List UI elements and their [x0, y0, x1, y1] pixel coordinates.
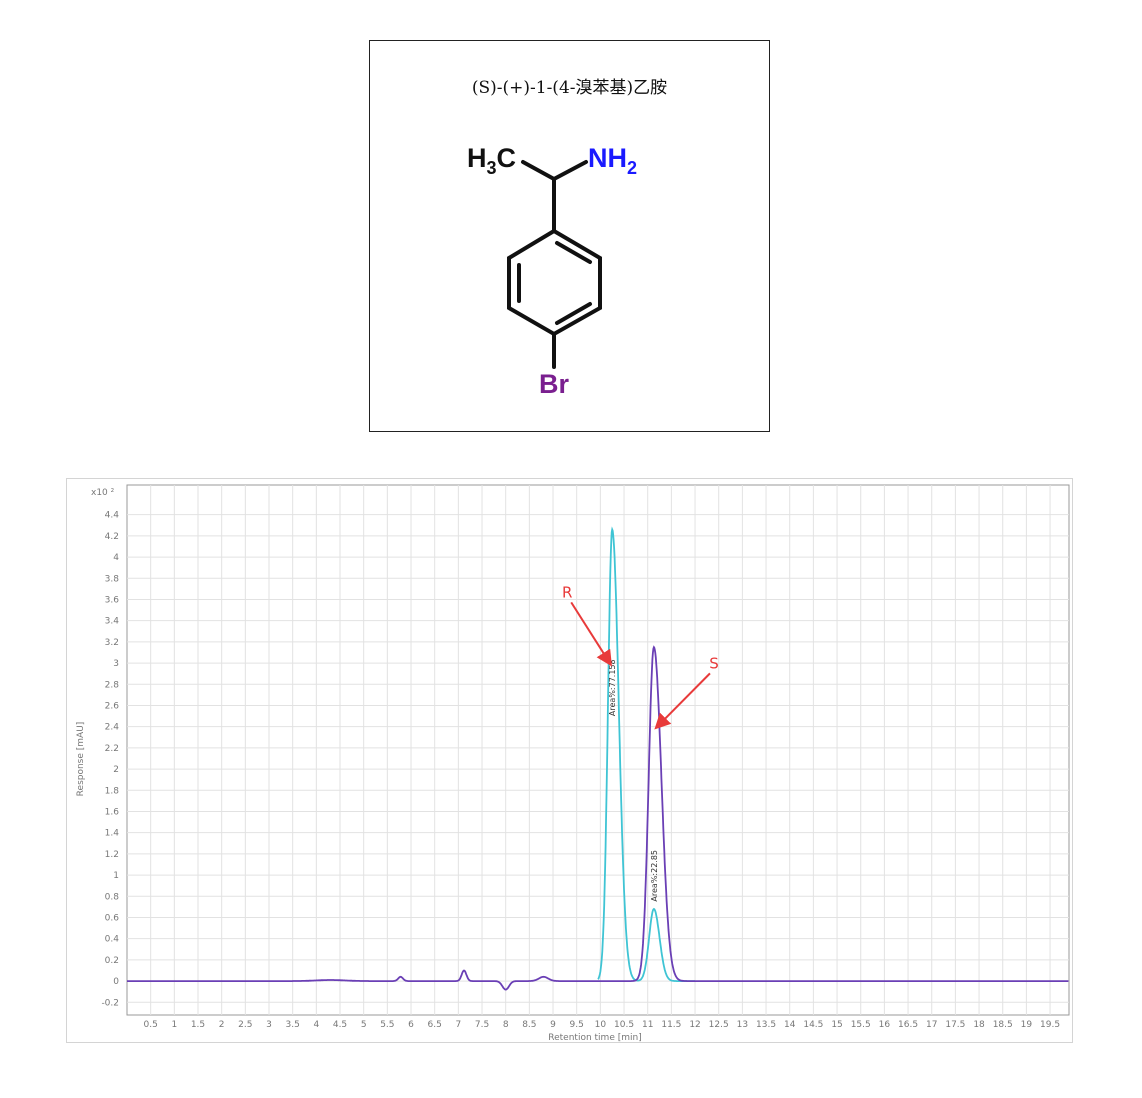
y-tick-label: 1.2 — [105, 850, 119, 860]
y-tick-label: 3 — [113, 659, 119, 669]
x-tick-label: 14 — [784, 1020, 796, 1030]
y-tick-label: 1.8 — [105, 786, 120, 796]
y-tick-label: -0.2 — [101, 998, 119, 1008]
x-tick-label: 10 — [595, 1020, 607, 1030]
molecule-box: (S)-(+)-1-(4-溴苯基)乙胺 H3C NH2 Br — [369, 40, 770, 432]
y-tick-label: 3.6 — [105, 595, 120, 605]
x-tick-label: 15.5 — [851, 1020, 871, 1030]
y-tick-label: 0.6 — [105, 913, 120, 923]
x-tick-label: 10.5 — [614, 1020, 634, 1030]
x-tick-label: 7.5 — [475, 1020, 489, 1030]
x-tick-label: 9.5 — [570, 1020, 584, 1030]
peak-area-label: Area%:22.85 — [650, 850, 659, 902]
x-axis-label: Retention time [min] — [548, 1033, 641, 1043]
x-tick-label: 17 — [926, 1020, 937, 1030]
y-multiplier: x10 ² — [91, 488, 115, 498]
x-tick-label: 4 — [313, 1020, 319, 1030]
y-tick-label: 4.2 — [105, 532, 119, 542]
y-tick-label: 3.8 — [105, 574, 120, 584]
x-tick-label: 1 — [171, 1020, 177, 1030]
y-tick-label: 2.8 — [105, 680, 120, 690]
traces — [127, 526, 1069, 991]
annotation-arrow-s — [654, 672, 711, 730]
x-tick-label: 13 — [737, 1020, 748, 1030]
x-tick-label: 6.5 — [428, 1020, 442, 1030]
x-tick-label: 2 — [219, 1020, 225, 1030]
x-tick-label: 12.5 — [709, 1020, 729, 1030]
x-tick-label: 5 — [361, 1020, 367, 1030]
amine-label: NH2 — [588, 143, 637, 178]
trace-series-1 — [597, 526, 695, 982]
plot-area — [126, 484, 1070, 1016]
y-tick-label: 3.2 — [105, 638, 119, 648]
y-axis-label: Response [mAU] — [76, 722, 86, 797]
y-tick-label: 0.2 — [105, 956, 119, 966]
x-tick-label: 17.5 — [945, 1020, 965, 1030]
x-tick-label: 15 — [831, 1020, 842, 1030]
annotation-arrow-r — [570, 601, 612, 667]
annotations: Area%:77.158 Area%:22.85 R S — [562, 583, 719, 901]
bond-amine — [552, 160, 588, 181]
x-tick-label: 4.5 — [333, 1020, 347, 1030]
x-tick-label: 3 — [266, 1020, 272, 1030]
annotation-r: R — [562, 583, 572, 601]
y-tick-label: 2.6 — [105, 701, 120, 711]
y-tick-label: 2.2 — [105, 744, 119, 754]
x-tick-label: 5.5 — [380, 1020, 394, 1030]
molecule-structure: H3C NH2 Br — [467, 143, 637, 399]
annotation-s: S — [709, 654, 719, 672]
x-tick-label: 1.5 — [191, 1020, 205, 1030]
chromatogram: 0.5 1 1.5 2 2.5 3 3.5 4 4.5 5 5.5 6 6.5 7 7.5 8 8.5 9 9.5 1… — [76, 484, 1070, 1043]
benzene-ring — [507, 228, 602, 337]
x-tick-label: 3.5 — [286, 1020, 300, 1030]
y-tick-label: 2.4 — [105, 723, 120, 733]
x-tick-label: 11 — [642, 1020, 653, 1030]
x-tick-label: 16 — [879, 1020, 891, 1030]
peak-area-label: Area%:77.158 — [608, 659, 617, 716]
bond-methyl — [521, 160, 556, 181]
x-tick-label: 18 — [973, 1020, 985, 1030]
x-tick-label: 13.5 — [756, 1020, 776, 1030]
x-tick-label: 11.5 — [661, 1020, 681, 1030]
chromatogram-frame: 0.5 1 1.5 2 2.5 3 3.5 4 4.5 5 5.5 6 6.5 7 7.5 8 8.5 9 9.5 1… — [66, 478, 1073, 1043]
trace-series-2 — [127, 645, 1069, 991]
y-tick-label: 2 — [113, 765, 119, 775]
y-tick-label: 0 — [113, 977, 119, 987]
compound-name: (S)-(+)-1-(4-溴苯基)乙胺 — [471, 78, 668, 98]
y-tick-label: 3.4 — [105, 617, 120, 627]
y-tick-label: 1 — [113, 871, 119, 881]
x-tick-label: 8.5 — [522, 1020, 536, 1030]
x-tick-label: 7 — [455, 1020, 461, 1030]
y-tick-label: 0.8 — [105, 892, 120, 902]
x-tick-label: 19.5 — [1040, 1020, 1060, 1030]
y-tick-label: 4.4 — [105, 511, 120, 521]
y-tick-label: 0.4 — [105, 935, 120, 945]
x-tick-label: 16.5 — [898, 1020, 918, 1030]
bromine-label: Br — [539, 369, 569, 399]
x-tick-label: 14.5 — [803, 1020, 823, 1030]
x-tick-label: 8 — [503, 1020, 509, 1030]
x-tick-label: 6 — [408, 1020, 414, 1030]
x-tick-label: 18.5 — [993, 1020, 1013, 1030]
y-tick-label: 4 — [113, 553, 119, 563]
x-tick-label: 2.5 — [238, 1020, 252, 1030]
grid — [126, 484, 1070, 1016]
x-tick-label: 12 — [689, 1020, 700, 1030]
y-tick-label: 1.6 — [105, 807, 120, 817]
x-tick-label: 9 — [550, 1020, 556, 1030]
x-tick-label: 0.5 — [144, 1020, 158, 1030]
ring-double-bond — [555, 302, 592, 325]
methyl-label: H3C — [467, 143, 516, 178]
ticks: 0.5 1 1.5 2 2.5 3 3.5 4 4.5 5 5.5 6 6.5 7 7.5 8 8.5 9 9.5 1… — [101, 511, 1060, 1030]
y-tick-label: 1.4 — [105, 829, 120, 839]
x-tick-label: 19 — [1021, 1020, 1033, 1030]
ring-double-bond — [555, 241, 592, 264]
